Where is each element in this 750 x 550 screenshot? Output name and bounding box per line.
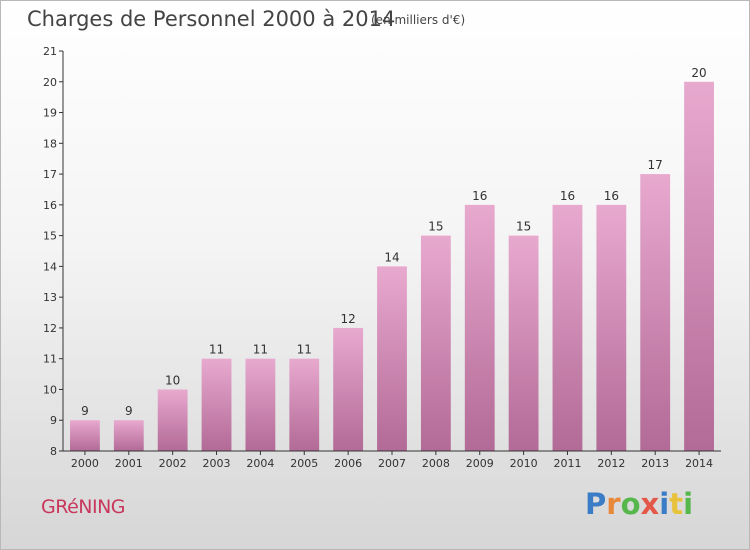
bar [245, 358, 276, 451]
bar [640, 174, 671, 452]
x-tick-label: 2013 [641, 457, 669, 470]
x-tick-label: 2011 [553, 457, 581, 470]
y-tick-label: 11 [43, 353, 57, 366]
chart-title: Charges de Personnel 2000 à 2014 [27, 7, 396, 31]
bar [157, 389, 188, 451]
bar-value-label: 11 [297, 343, 312, 357]
x-tick-label: 2004 [246, 457, 274, 470]
y-tick-label: 9 [50, 414, 57, 427]
x-tick-label: 2012 [597, 457, 625, 470]
y-tick-label: 14 [43, 260, 57, 273]
logo-letter: o [620, 487, 641, 521]
y-tick-label: 15 [43, 230, 57, 243]
bar [596, 204, 627, 451]
bar [420, 235, 451, 451]
bar-value-label: 9 [81, 404, 89, 418]
bar-value-label: 16 [472, 189, 487, 203]
commune-name: GRéNING [41, 496, 126, 518]
x-tick-label: 2010 [510, 457, 538, 470]
y-tick-label: 19 [43, 107, 57, 120]
x-tick-label: 2000 [71, 457, 99, 470]
bar [552, 204, 583, 451]
y-tick-label: 12 [43, 322, 57, 335]
x-tick-label: 2005 [290, 457, 318, 470]
bar [333, 327, 364, 451]
bar-value-label: 9 [125, 404, 133, 418]
bar [464, 204, 495, 451]
y-tick-label: 8 [50, 445, 57, 458]
bar [377, 266, 407, 451]
y-tick-label: 16 [43, 199, 57, 212]
logo-letter: i [683, 487, 694, 521]
y-tick-label: 10 [43, 383, 57, 396]
bar [684, 81, 714, 452]
x-tick-label: 2008 [422, 457, 450, 470]
bar [70, 420, 100, 451]
bar-value-label: 16 [604, 189, 619, 203]
x-tick-label: 2003 [203, 457, 231, 470]
bar-value-label: 17 [648, 158, 663, 172]
bar-value-label: 12 [340, 312, 355, 326]
bar-value-label: 15 [516, 220, 531, 234]
logo-letter: x [640, 487, 660, 521]
bar-value-label: 10 [165, 373, 180, 387]
logo-letter: P [585, 487, 607, 521]
x-tick-label: 2009 [466, 457, 494, 470]
logo-letter: i [659, 487, 670, 521]
bar-value-label: 20 [691, 66, 706, 80]
bar [289, 358, 320, 451]
chart-subtitle: (en milliers d'€) [371, 13, 466, 27]
y-tick-label: 18 [43, 137, 57, 150]
x-tick-label: 2006 [334, 457, 362, 470]
x-tick-label: 2002 [159, 457, 187, 470]
bar [201, 358, 232, 451]
bar-value-label: 16 [560, 189, 575, 203]
bar [113, 420, 144, 451]
y-tick-label: 20 [43, 76, 57, 89]
bar-value-label: 15 [428, 220, 443, 234]
x-tick-label: 2007 [378, 457, 406, 470]
x-tick-label: 2014 [685, 457, 713, 470]
y-tick-label: 21 [43, 45, 57, 58]
bar [508, 235, 539, 451]
bar-value-label: 14 [384, 250, 399, 264]
logo-letter: r [606, 487, 621, 521]
logo-letter: t [669, 487, 684, 521]
proxiti-logo: Proxiti [585, 487, 693, 521]
x-tick-label: 2001 [115, 457, 143, 470]
bar-value-label: 11 [209, 343, 224, 357]
y-tick-label: 13 [43, 291, 57, 304]
y-tick-label: 17 [43, 168, 57, 181]
bar-value-label: 11 [253, 343, 268, 357]
